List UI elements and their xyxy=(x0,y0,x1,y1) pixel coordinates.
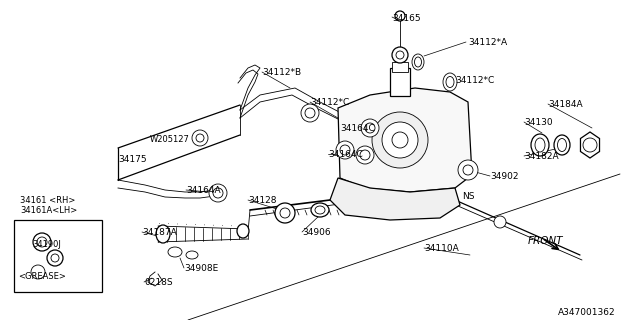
Text: 34164A: 34164A xyxy=(186,186,221,195)
Text: 34110A: 34110A xyxy=(424,244,459,253)
Circle shape xyxy=(209,184,227,202)
Circle shape xyxy=(336,141,354,159)
Text: FRONT: FRONT xyxy=(528,236,563,246)
Circle shape xyxy=(280,208,290,218)
Ellipse shape xyxy=(446,76,454,87)
Text: 34908E: 34908E xyxy=(184,264,218,273)
Bar xyxy=(392,62,408,72)
Text: 34161 <RH>: 34161 <RH> xyxy=(20,196,76,205)
Ellipse shape xyxy=(315,206,325,214)
Text: NS: NS xyxy=(462,192,474,201)
Circle shape xyxy=(301,104,319,122)
Circle shape xyxy=(392,47,408,63)
Text: 34112*C: 34112*C xyxy=(455,76,494,85)
Ellipse shape xyxy=(443,73,457,91)
Text: <GREASE>: <GREASE> xyxy=(18,272,66,281)
Ellipse shape xyxy=(554,135,570,155)
Circle shape xyxy=(213,188,223,198)
Ellipse shape xyxy=(186,251,198,259)
Text: W205127: W205127 xyxy=(150,135,190,144)
Circle shape xyxy=(196,134,204,142)
Circle shape xyxy=(47,250,63,266)
Circle shape xyxy=(33,233,51,251)
Polygon shape xyxy=(338,88,472,192)
Text: 0218S: 0218S xyxy=(144,278,173,287)
Circle shape xyxy=(494,216,506,228)
Circle shape xyxy=(340,145,350,155)
Text: 34164C: 34164C xyxy=(328,150,363,159)
Circle shape xyxy=(395,11,405,21)
Text: 34190J: 34190J xyxy=(32,240,61,249)
Text: 34165: 34165 xyxy=(392,14,420,23)
Ellipse shape xyxy=(557,139,566,151)
Ellipse shape xyxy=(156,225,170,243)
Ellipse shape xyxy=(168,247,182,257)
Circle shape xyxy=(392,132,408,148)
Text: 34128: 34128 xyxy=(248,196,276,205)
Text: 34182A: 34182A xyxy=(524,152,559,161)
Text: 34161A<LH>: 34161A<LH> xyxy=(20,206,77,215)
Circle shape xyxy=(192,130,208,146)
Circle shape xyxy=(583,138,597,152)
Circle shape xyxy=(372,112,428,168)
Circle shape xyxy=(382,122,418,158)
Circle shape xyxy=(31,265,45,279)
Circle shape xyxy=(365,123,375,133)
Text: 34175: 34175 xyxy=(118,155,147,164)
Text: 34902: 34902 xyxy=(490,172,518,181)
Ellipse shape xyxy=(412,54,424,70)
Text: 34187A: 34187A xyxy=(142,228,177,237)
Ellipse shape xyxy=(237,224,249,238)
Text: 34130: 34130 xyxy=(524,118,552,127)
Text: 34112*B: 34112*B xyxy=(262,68,301,77)
Text: 34164C: 34164C xyxy=(340,124,375,133)
Text: 34112*A: 34112*A xyxy=(468,38,507,47)
Text: 34112*C: 34112*C xyxy=(310,98,349,107)
Text: 34184A: 34184A xyxy=(548,100,582,109)
Ellipse shape xyxy=(531,134,549,156)
Ellipse shape xyxy=(535,138,545,152)
Circle shape xyxy=(356,146,374,164)
Circle shape xyxy=(396,51,404,59)
Circle shape xyxy=(51,254,59,262)
Circle shape xyxy=(360,150,370,160)
Circle shape xyxy=(361,119,379,137)
Circle shape xyxy=(305,108,315,118)
Circle shape xyxy=(458,160,478,180)
Polygon shape xyxy=(580,132,600,158)
Bar xyxy=(390,68,410,96)
Ellipse shape xyxy=(311,203,329,217)
Text: 34906: 34906 xyxy=(302,228,331,237)
Circle shape xyxy=(275,203,295,223)
Bar xyxy=(14,220,102,292)
Circle shape xyxy=(37,237,47,247)
Circle shape xyxy=(463,165,473,175)
Ellipse shape xyxy=(415,57,422,67)
Polygon shape xyxy=(330,178,460,220)
Text: A347001362: A347001362 xyxy=(558,308,616,317)
